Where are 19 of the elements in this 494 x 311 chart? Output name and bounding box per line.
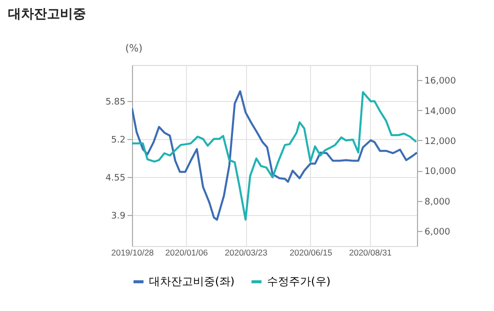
y2-tick-label: 8,000 bbox=[424, 197, 451, 208]
legend-label: 대차잔고비중(좌) bbox=[149, 274, 235, 288]
y2-tick-label: 10,000 bbox=[424, 167, 456, 178]
chart-title: 대차잔고비중 bbox=[8, 7, 86, 22]
y2-tick-label: 12,000 bbox=[424, 136, 456, 147]
y-tick-label: 5.85 bbox=[105, 98, 126, 108]
y2-tick-label: 14,000 bbox=[424, 106, 456, 117]
y2-tick-label: 6,000 bbox=[424, 227, 451, 238]
y-tick-label: 4.55 bbox=[105, 174, 126, 184]
y2-tick-label: 16,000 bbox=[424, 76, 456, 87]
x-tick-label: 2019/10/28 bbox=[111, 248, 154, 258]
x-tick-label: 2020/06/15 bbox=[290, 248, 332, 258]
x-tick-label: 2020/01/06 bbox=[165, 248, 208, 258]
x-tick-label: 2020/08/31 bbox=[349, 248, 392, 258]
y-axis-title: (%) bbox=[125, 44, 143, 54]
y-tick-label: 5.2 bbox=[111, 136, 126, 146]
x-tick-label: 2020/03/23 bbox=[224, 248, 268, 258]
legend-label: 수정주가(우) bbox=[267, 274, 331, 288]
y-tick-label: 3.9 bbox=[111, 212, 126, 222]
